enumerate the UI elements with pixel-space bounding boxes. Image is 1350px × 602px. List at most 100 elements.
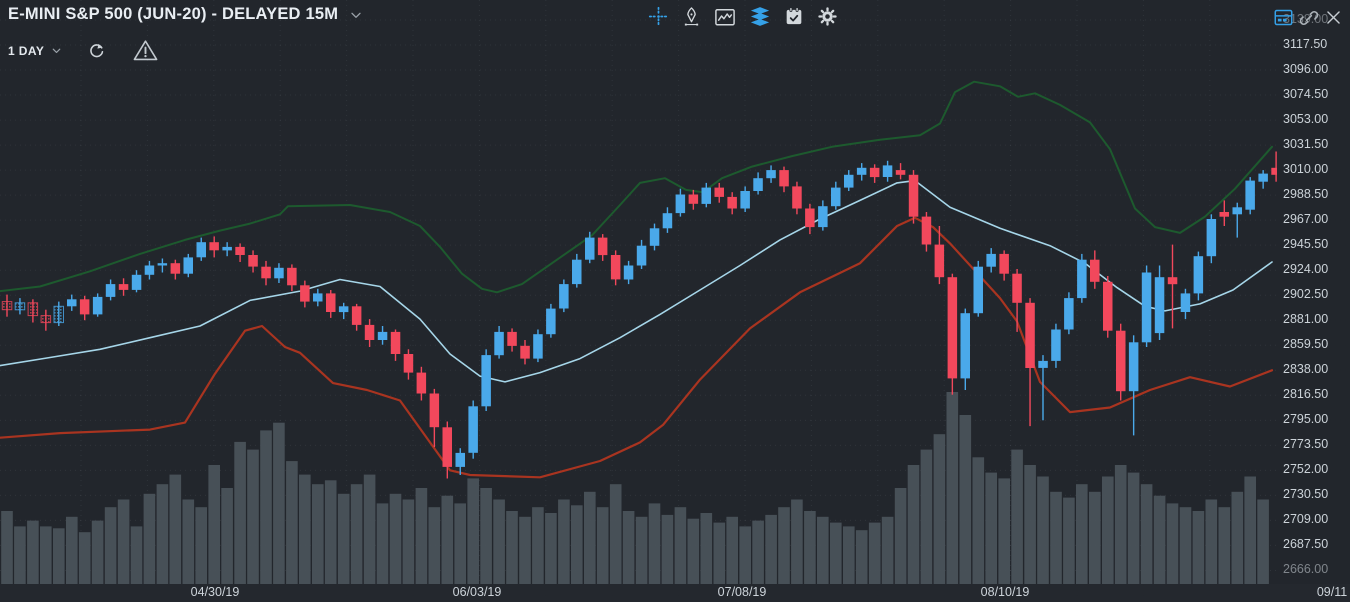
panel-grid-icon[interactable] <box>1273 7 1294 28</box>
price-tick-label: 2881.00 <box>1283 312 1329 326</box>
price-tick-label: 2773.50 <box>1283 437 1329 451</box>
candle <box>597 234 608 261</box>
calendar-check-icon[interactable] <box>784 6 804 27</box>
price-tick-label: 3053.00 <box>1283 112 1329 126</box>
candle <box>947 273 958 395</box>
candle <box>1167 244 1178 329</box>
candle <box>869 164 880 183</box>
close-icon[interactable] <box>1324 8 1343 27</box>
candle <box>1232 202 1242 238</box>
candle <box>1154 265 1165 340</box>
timeframe-dropdown-chevron-icon[interactable] <box>50 44 63 57</box>
candle <box>105 279 116 301</box>
candle <box>688 189 699 210</box>
price-axis[interactable]: 3139.00 3117.50 3096.00 3074.50 3053.00 3031.… <box>1283 0 1349 602</box>
candle <box>183 253 193 278</box>
candle <box>908 170 919 224</box>
candle <box>403 349 414 380</box>
candle <box>235 243 245 262</box>
candle <box>675 188 686 217</box>
candle <box>1206 214 1217 264</box>
candle <box>934 226 945 285</box>
candle <box>274 263 284 283</box>
date-tick-label: 07/08/19 <box>717 585 767 599</box>
price-tick-label: 2902.50 <box>1283 287 1329 301</box>
price-tick-label: 2730.50 <box>1283 487 1329 501</box>
price-tick-label: 2838.00 <box>1283 362 1329 376</box>
price-tick-label: 2687.50 <box>1283 537 1329 551</box>
candle <box>300 280 310 308</box>
price-tick-label: 2924.00 <box>1283 262 1329 276</box>
candle <box>986 248 996 273</box>
candle <box>520 340 530 365</box>
candle <box>170 259 181 280</box>
candle <box>1077 253 1087 303</box>
candle <box>882 160 893 182</box>
timeframe-label[interactable]: 1 DAY <box>8 43 45 58</box>
crosshair-icon[interactable] <box>648 6 669 27</box>
price-tick-label: 3010.00 <box>1283 162 1329 176</box>
date-axis[interactable]: 04/30/19 06/03/19 07/08/19 08/10/19 09/11 <box>0 585 1350 602</box>
price-tick-label: 2859.50 <box>1283 337 1329 351</box>
line-chart-icon[interactable] <box>714 7 736 27</box>
candle <box>533 329 543 363</box>
candle <box>377 326 388 345</box>
price-tick-label: 2795.00 <box>1283 412 1329 426</box>
candle <box>222 242 232 257</box>
date-tick-label: 04/30/19 <box>190 585 240 599</box>
candle <box>79 295 90 321</box>
gear-icon[interactable] <box>817 6 838 27</box>
candle <box>131 270 142 293</box>
price-tick-label: 2967.00 <box>1283 212 1329 226</box>
candle <box>507 328 517 352</box>
candle <box>468 400 478 459</box>
candle <box>351 303 362 331</box>
candle <box>92 293 103 317</box>
candle <box>1116 323 1126 401</box>
layers-indicators-icon[interactable] <box>749 6 771 27</box>
candle <box>921 212 932 252</box>
price-tick-label: 3096.00 <box>1283 62 1329 76</box>
candle <box>973 260 983 317</box>
refresh-icon[interactable] <box>87 41 106 60</box>
candle <box>610 250 621 286</box>
candle <box>546 303 556 338</box>
candle <box>248 250 258 273</box>
candle <box>442 421 452 479</box>
price-tick-label: 2666.00 <box>1283 562 1329 576</box>
ink-pen-drawing-icon[interactable] <box>682 6 701 27</box>
link-icon[interactable] <box>1299 8 1319 28</box>
candle <box>818 200 828 231</box>
candle <box>701 182 711 208</box>
candle <box>338 302 349 320</box>
candle <box>364 319 375 347</box>
candle <box>585 231 595 264</box>
candle <box>1064 292 1074 335</box>
warning-triangle-icon[interactable] <box>132 39 159 62</box>
candle <box>636 239 647 269</box>
candle <box>753 172 763 195</box>
price-tick-label: 3117.50 <box>1283 37 1328 51</box>
candle <box>1128 335 1139 436</box>
candle <box>1 294 13 317</box>
date-axis-strip <box>0 584 1350 602</box>
candle <box>40 309 52 331</box>
candle <box>779 166 789 193</box>
price-tick-label: 2752.00 <box>1283 462 1329 476</box>
candle <box>1258 170 1268 189</box>
candle <box>326 290 336 318</box>
candle <box>960 308 970 390</box>
price-tick-label: 2709.00 <box>1283 512 1329 526</box>
candle <box>844 170 854 191</box>
candle <box>1193 251 1204 301</box>
candle <box>662 207 673 233</box>
candle <box>1025 298 1035 427</box>
candle <box>455 448 465 475</box>
candle <box>1245 177 1255 215</box>
candle <box>118 278 129 296</box>
candle <box>1180 288 1191 320</box>
symbol-dropdown-chevron-icon[interactable] <box>348 7 364 23</box>
candle <box>27 299 39 323</box>
